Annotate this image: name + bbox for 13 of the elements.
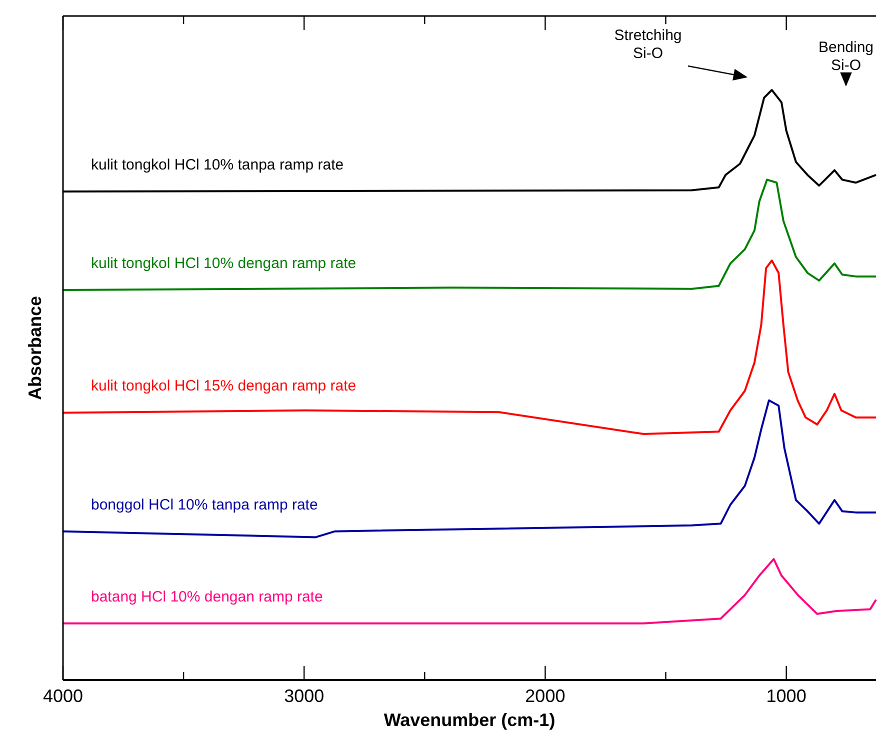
x-tick-label: 3000	[284, 686, 324, 706]
series-label: bonggol HCl 10% tanpa ramp rate	[91, 496, 318, 514]
x-tick-label: 4000	[42, 686, 84, 706]
series-label: kulit tongkol HCl 10% tanpa ramp rate	[91, 156, 344, 174]
series-label: kulit tongkol HCl 15% dengan ramp rate	[91, 378, 356, 395]
x-axis-title: Wavenumber (cm-1)	[384, 710, 556, 730]
x-tick-label: 1000	[766, 686, 806, 706]
y-axis-title: Absorbance	[25, 296, 45, 400]
series-label: kulit tongkol HCl 10% dengan ramp rate	[91, 255, 356, 272]
text: Bending Si-O	[818, 39, 874, 74]
x-tick-label: 2000	[525, 686, 566, 706]
text: Stretchihg Si-O	[614, 27, 682, 62]
series-label: batang HCl 10% dengan ramp rate	[91, 588, 323, 606]
